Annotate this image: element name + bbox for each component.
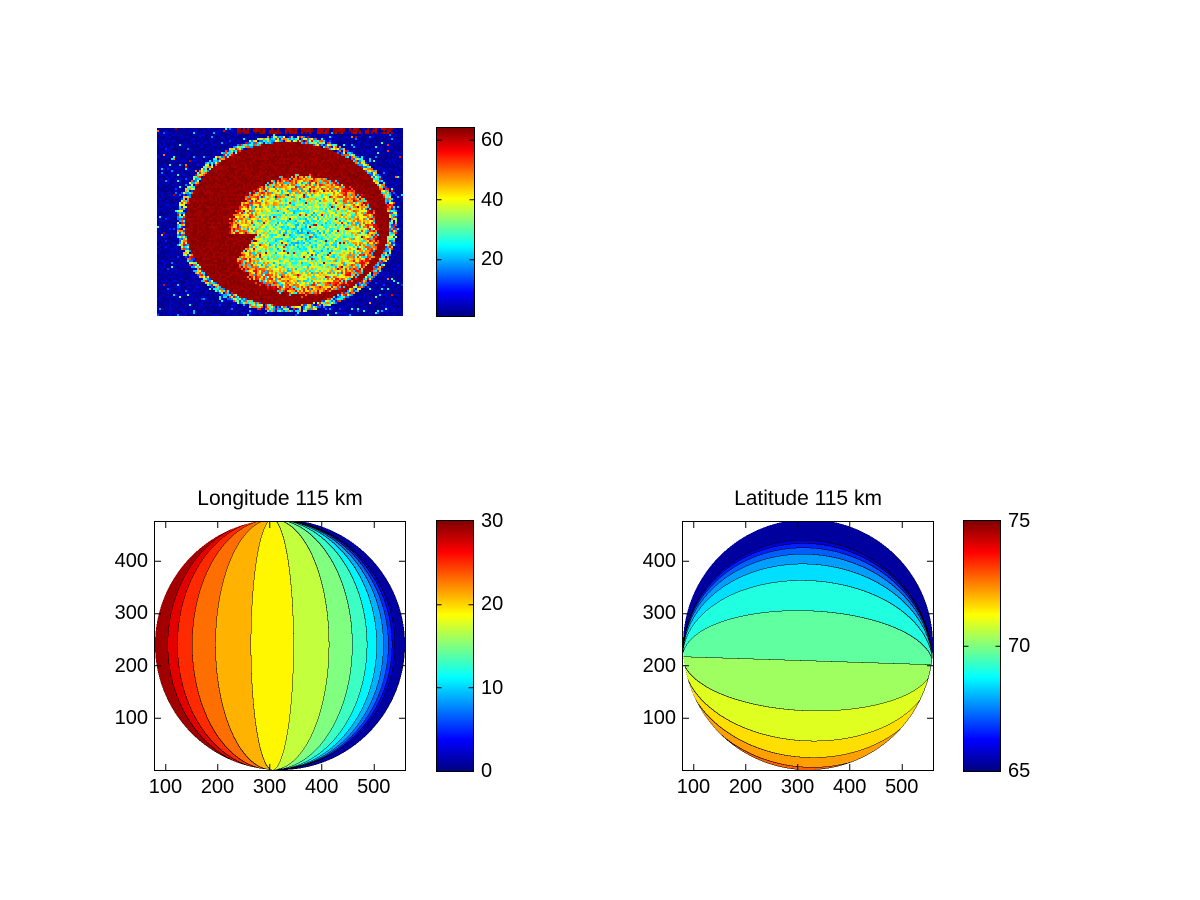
latitude-x-tick-label: 300 (780, 776, 815, 798)
latitude-axes (682, 521, 934, 771)
latitude-colorbar-gradient (964, 521, 1000, 771)
longitude-x-tick-label: 400 (304, 776, 339, 798)
longitude-colorbar-gradient (437, 521, 473, 771)
longitude-y-tick-label: 300 (114, 602, 148, 625)
longitude-colorbar-tick-label: 20 (481, 593, 504, 616)
latitude-colorbar-tick-label: 70 (1008, 635, 1031, 657)
latitude-y-tick-label: 100 (642, 706, 676, 729)
longitude-colorbar-tick-label: 10 (481, 676, 504, 699)
longitude-x-tick-label: 200 (200, 776, 235, 798)
longitude-colorbar-tick-label: 0 (481, 760, 493, 782)
longitude-x-tick-label: 100 (148, 776, 183, 798)
latitude-colorbar-tick-label: 75 (1008, 510, 1031, 532)
allsky-colorbar-gradient (437, 128, 474, 316)
latitude-y-tick-label: 400 (642, 550, 676, 573)
latitude-title: Latitude 115 km (734, 487, 882, 510)
longitude-title: Longitude 115 km (197, 487, 363, 510)
longitude-contour-plot (155, 522, 405, 770)
longitude-x-tick-label: 500 (357, 776, 391, 798)
longitude-y-tick-label: 200 (114, 654, 148, 677)
latitude-x-tick-label: 200 (728, 776, 763, 798)
longitude-axes (154, 521, 406, 771)
longitude-x-tick-label: 300 (252, 776, 287, 798)
longitude-colorbar-tick-label: 30 (481, 510, 504, 532)
longitude-y-tick-label: 100 (114, 706, 148, 729)
latitude-colorbar (963, 520, 1001, 772)
allsky-colorbar (436, 127, 475, 317)
latitude-y-tick-label: 200 (642, 654, 676, 677)
latitude-x-tick-label: 400 (832, 776, 867, 798)
latitude-x-tick-label: 500 (885, 776, 919, 798)
longitude-y-tick-label: 400 (114, 550, 148, 573)
allsky-image (157, 128, 403, 316)
latitude-x-tick-label: 100 (676, 776, 711, 798)
allsky-colorbar-tick-label: 40 (481, 188, 504, 211)
allsky-colorbar-tick-label: 20 (481, 248, 504, 271)
latitude-colorbar-tick-label: 65 (1008, 760, 1031, 782)
latitude-y-tick-label: 300 (642, 602, 676, 625)
latitude-contour-plot (683, 522, 933, 770)
allsky-colorbar-tick-label: 60 (481, 128, 504, 151)
longitude-colorbar (436, 520, 474, 772)
